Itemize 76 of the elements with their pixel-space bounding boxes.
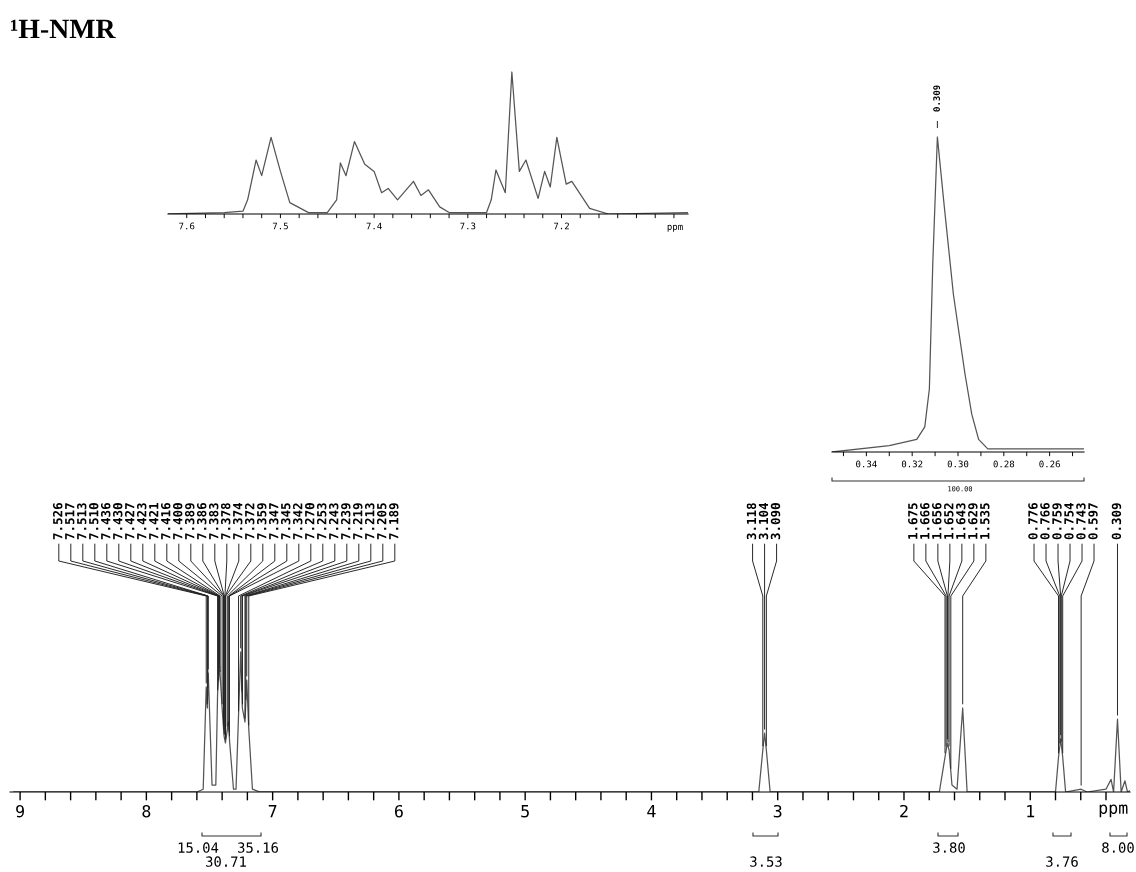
annotation: 0.743 (1076, 503, 1086, 540)
annotation: 7.347 (268, 503, 279, 540)
chart-title: ¹H-NMR (11, 19, 116, 38)
x-tick-label: 7.6 (179, 222, 195, 230)
text: 3.76 (1046, 856, 1078, 867)
annotation: 1.656 (932, 503, 942, 539)
annotation: 7.513 (76, 503, 87, 540)
annotation: 7.416 (161, 503, 171, 540)
annotation: 0.766 (1040, 503, 1050, 540)
annotation: 7.239 (340, 503, 351, 540)
annotation: 1.629 (968, 503, 978, 539)
annotation: 7.386 (196, 503, 207, 540)
annotation: 0.309 (1111, 503, 1122, 540)
annotation: 1.652 (944, 503, 954, 539)
annotation: 7.378 (220, 503, 231, 540)
annotation: 7.205 (376, 503, 387, 540)
annotation: 1.535 (980, 503, 990, 539)
annotation: 7.510 (88, 503, 99, 540)
annotation: 7.372 (244, 503, 255, 540)
annotation: 1.675 (908, 503, 918, 539)
annotation: 7.213 (364, 503, 375, 540)
text: 3.53 (750, 856, 782, 867)
x-tick-label: 8 (142, 804, 151, 818)
x-tick-label: 0.26 (1039, 460, 1060, 468)
annotation: 7.430 (112, 503, 123, 540)
text: 8.00 (1102, 842, 1134, 853)
x-tick-label: 0.34 (856, 460, 877, 468)
annotation: 7.400 (172, 503, 183, 540)
x-tick-label: 7 (268, 805, 277, 818)
x-tick-label: 1 (1027, 805, 1035, 818)
x-axis-title: ppm (1099, 804, 1128, 818)
annotation: 3.118 (746, 503, 757, 540)
annotation: 0.754 (1064, 502, 1074, 540)
annotation: 1.643 (956, 503, 966, 539)
annotation: 7.374 (232, 502, 243, 540)
x-tick-label: 0.28 (993, 460, 1015, 468)
text: 35.16 (238, 842, 278, 853)
annotation: 7.383 (208, 503, 219, 540)
annotation: 7.389 (184, 503, 195, 540)
annotation: 7.243 (328, 503, 339, 540)
annotation: 7.423 (136, 503, 147, 540)
annotation: 0.776 (1028, 503, 1038, 540)
annotation: 7.219 (352, 503, 363, 540)
x-tick-label: 2 (900, 804, 908, 818)
annotation: 7.345 (280, 503, 291, 540)
x-tick-label: 6 (394, 804, 403, 818)
text: 30.71 (206, 856, 246, 867)
x-tick-label: 9 (16, 804, 24, 818)
annotation: 7.253 (316, 503, 327, 540)
annotation: 0.759 (1052, 503, 1062, 540)
x-tick-label: 7.2 (553, 222, 569, 230)
annotation: 0.597 (1088, 503, 1098, 540)
x-tick-label: 0.30 (947, 460, 969, 468)
x-tick-label: 7.3 (460, 222, 476, 230)
x-tick-label: 7.5 (272, 222, 288, 230)
annotation: 7.342 (292, 503, 303, 540)
text: 15.04 (178, 842, 219, 853)
annotation: 1.666 (920, 503, 930, 539)
annotation: 7.359 (256, 503, 267, 540)
annotation: 0.309 (933, 85, 941, 112)
annotation: 7.270 (304, 503, 315, 540)
annotation: 7.526 (52, 503, 63, 540)
annotation: 3.104 (758, 502, 769, 540)
x-tick-label: 3 (773, 804, 782, 818)
annotation: 7.421 (148, 502, 159, 540)
annotation: 7.436 (100, 503, 111, 540)
annotation: 7.517 (65, 503, 75, 540)
x-tick-label: 5 (521, 805, 529, 818)
text: 3.80 (933, 842, 965, 853)
x-tick-label: 0.32 (901, 460, 923, 468)
x-tick-label: 7.4 (366, 222, 382, 230)
annotation: 3.090 (770, 503, 781, 540)
x-tick-label: 4 (647, 805, 656, 818)
x-axis-title: ppm (667, 224, 683, 232)
annotation: 7.189 (388, 503, 399, 540)
annotation: 7.427 (124, 503, 135, 540)
